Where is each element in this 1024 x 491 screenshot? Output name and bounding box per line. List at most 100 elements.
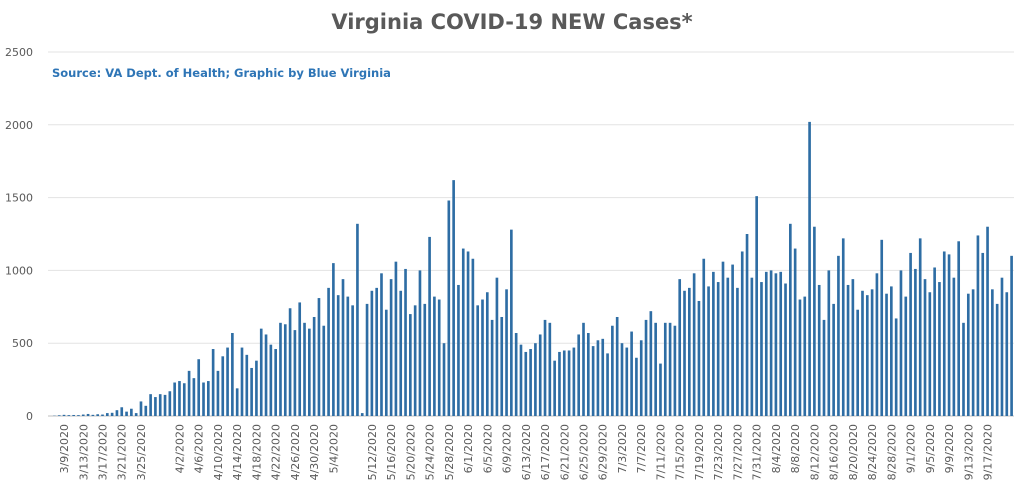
chart-title: Virginia COVID-19 NEW Cases* xyxy=(331,10,693,34)
bar xyxy=(697,300,701,416)
bar xyxy=(596,340,600,416)
bar xyxy=(322,325,326,416)
bar xyxy=(500,316,504,416)
bar xyxy=(476,305,480,416)
bar xyxy=(827,270,831,416)
bar xyxy=(688,287,691,416)
x-tick-label: 7/15/2020 xyxy=(674,424,687,480)
bar xyxy=(62,414,66,416)
bar xyxy=(716,282,720,416)
bar xyxy=(514,333,518,416)
bar xyxy=(673,325,677,416)
bar xyxy=(817,284,821,416)
x-tick-label: 3/21/2020 xyxy=(116,424,129,480)
bar xyxy=(298,302,302,416)
x-tick-label: 8/20/2020 xyxy=(847,424,860,480)
bar xyxy=(962,322,965,416)
x-tick-label: 4/6/2020 xyxy=(193,424,206,473)
x-tick-label: 6/5/2020 xyxy=(481,424,494,473)
x-tick-label: 9/1/2020 xyxy=(905,424,918,473)
y-tick-label: 1500 xyxy=(5,192,33,205)
bar xyxy=(303,322,306,416)
bar xyxy=(471,258,475,416)
bar xyxy=(413,305,417,416)
bar xyxy=(649,311,653,416)
bar xyxy=(394,261,398,416)
bar xyxy=(481,299,484,416)
bar xyxy=(760,282,763,416)
bar xyxy=(81,414,85,416)
bar xyxy=(356,223,359,416)
bar xyxy=(380,273,383,416)
bar xyxy=(495,277,499,416)
bar xyxy=(793,248,797,416)
bar xyxy=(423,303,427,416)
bar xyxy=(577,334,581,416)
bar xyxy=(360,413,364,416)
bar xyxy=(885,293,888,416)
bar xyxy=(375,287,378,416)
x-tick-label: 4/22/2020 xyxy=(270,424,283,480)
x-tick-label: 8/16/2020 xyxy=(828,424,841,480)
bar xyxy=(182,383,186,416)
x-tick-label: 4/10/2020 xyxy=(212,424,225,480)
bar xyxy=(154,397,157,416)
bar xyxy=(784,283,787,416)
bar xyxy=(736,287,739,416)
bar xyxy=(346,296,350,416)
bar xyxy=(668,322,672,416)
bar xyxy=(466,251,470,416)
bar xyxy=(1000,277,1004,416)
bar xyxy=(91,414,95,416)
bar xyxy=(274,349,277,416)
x-tick-label: 6/13/2020 xyxy=(520,424,533,480)
bar xyxy=(991,289,994,416)
bar xyxy=(211,349,215,416)
bar xyxy=(726,277,730,416)
bar xyxy=(986,226,989,416)
bar xyxy=(105,413,109,416)
y-axis: 0 500 1000 1500 2000 2500 xyxy=(5,46,33,423)
bar xyxy=(327,287,330,416)
bar xyxy=(625,347,629,416)
bar xyxy=(490,319,494,416)
bar xyxy=(615,316,619,416)
bar xyxy=(510,229,513,416)
bar xyxy=(293,330,297,416)
bar xyxy=(764,271,768,416)
y-tick-label: 2500 xyxy=(5,46,33,59)
bar xyxy=(808,121,811,416)
x-tick-label: 6/21/2020 xyxy=(558,424,571,480)
bar xyxy=(803,296,807,416)
bar xyxy=(404,268,407,416)
bar xyxy=(865,295,869,416)
bar xyxy=(428,236,431,416)
bar xyxy=(543,319,547,416)
bar xyxy=(995,303,999,416)
bar xyxy=(586,333,590,416)
bar xyxy=(721,261,725,416)
bar xyxy=(798,299,802,416)
x-tick-label: 5/4/2020 xyxy=(327,424,340,473)
bar xyxy=(832,303,835,416)
bar xyxy=(529,349,532,416)
x-tick-label: 9/9/2020 xyxy=(943,424,956,473)
bar xyxy=(870,289,874,416)
bar xyxy=(283,324,287,416)
bar xyxy=(365,303,369,416)
bar xyxy=(639,340,643,416)
bar xyxy=(904,296,908,416)
bar xyxy=(712,271,715,416)
x-tick-label: 6/9/2020 xyxy=(501,424,514,473)
bars xyxy=(53,121,1013,416)
bar xyxy=(534,343,537,416)
bar xyxy=(120,407,124,416)
bar xyxy=(928,292,932,416)
bar xyxy=(582,322,585,416)
bar xyxy=(750,277,754,416)
bar xyxy=(567,350,571,416)
x-tick-label: 7/23/2020 xyxy=(712,424,725,480)
bar xyxy=(548,322,552,416)
x-tick-label: 4/18/2020 xyxy=(250,424,263,480)
